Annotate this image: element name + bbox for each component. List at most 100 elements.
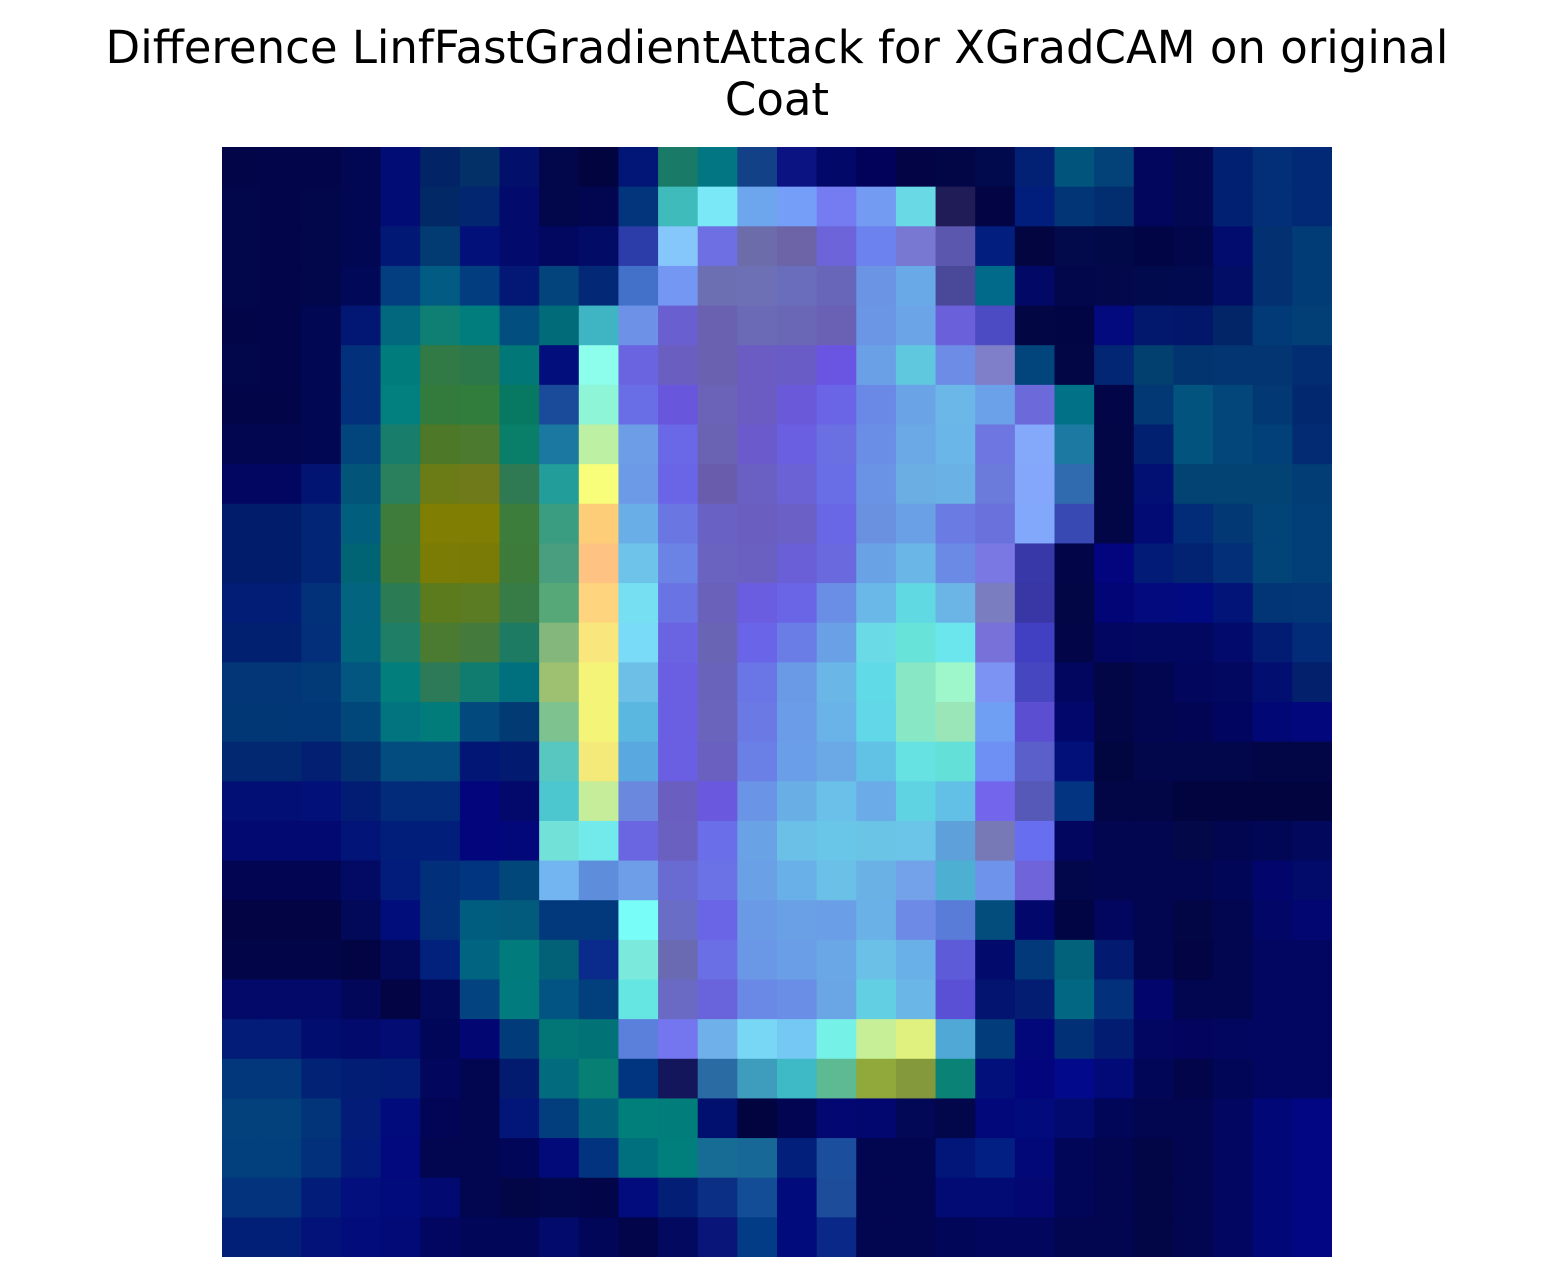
heatmap-cell-11-25 <box>1213 583 1254 624</box>
heatmap-cell-8-27 <box>1292 464 1332 505</box>
heatmap-cell-11-12 <box>697 583 738 624</box>
heatmap-cell-14-14 <box>777 702 818 743</box>
heatmap-cell-16-2 <box>301 781 342 822</box>
heatmap-cell-10-12 <box>697 543 738 584</box>
heatmap-cell-25-25 <box>1213 1138 1254 1179</box>
heatmap-cell-6-12 <box>697 384 738 426</box>
heatmap-cell-7-21 <box>1054 424 1095 465</box>
heatmap-cell-16-10 <box>618 781 659 822</box>
heatmap-cell-27-22 <box>1094 1217 1135 1257</box>
heatmap-cell-4-24 <box>1173 305 1214 346</box>
heatmap-cell-10-17 <box>895 543 937 584</box>
heatmap-cell-5-9 <box>578 345 620 386</box>
heatmap-cell-9-26 <box>1252 503 1293 545</box>
heatmap-cell-2-2 <box>301 226 342 267</box>
heatmap-cell-0-7 <box>499 147 540 188</box>
heatmap-cell-13-0 <box>222 662 263 703</box>
heatmap-cell-27-14 <box>777 1217 818 1257</box>
heatmap-cell-13-13 <box>737 662 778 703</box>
heatmap-cell-16-7 <box>499 781 540 822</box>
heatmap-cell-18-5 <box>420 860 461 901</box>
heatmap-cell-19-0 <box>222 900 263 941</box>
heatmap-cell-5-25 <box>1213 345 1254 386</box>
heatmap-cell-13-7 <box>499 662 540 703</box>
heatmap-cell-20-21 <box>1054 939 1095 981</box>
heatmap-cell-21-23 <box>1133 979 1175 1020</box>
heatmap-cell-18-12 <box>697 860 738 901</box>
heatmap-cell-26-1 <box>261 1177 302 1218</box>
heatmap-cell-14-18 <box>935 702 976 743</box>
heatmap-cell-9-3 <box>340 503 382 545</box>
heatmap-cell-0-6 <box>459 147 501 188</box>
heatmap-cell-27-25 <box>1213 1217 1254 1257</box>
heatmap-cell-20-26 <box>1252 939 1293 981</box>
heatmap-cell-11-20 <box>1014 583 1056 624</box>
heatmap-cell-9-21 <box>1054 503 1095 545</box>
heatmap-cell-2-18 <box>935 226 976 267</box>
heatmap-cell-16-9 <box>578 781 620 822</box>
heatmap-cell-16-23 <box>1133 781 1175 822</box>
heatmap-cell-17-13 <box>737 820 778 862</box>
heatmap-cell-5-18 <box>935 345 976 386</box>
heatmap-cell-16-11 <box>658 781 699 822</box>
heatmap-cell-21-9 <box>578 979 620 1020</box>
heatmap-cell-22-4 <box>380 1019 421 1060</box>
heatmap-cell-9-20 <box>1014 503 1056 545</box>
heatmap-cell-26-6 <box>459 1177 501 1218</box>
heatmap-cell-12-1 <box>261 622 302 663</box>
heatmap-cell-0-5 <box>420 147 461 188</box>
heatmap-cell-7-5 <box>420 424 461 465</box>
heatmap-cell-13-25 <box>1213 662 1254 703</box>
heatmap-cell-4-16 <box>856 305 897 346</box>
heatmap-cell-8-4 <box>380 464 421 505</box>
heatmap-cell-23-9 <box>578 1058 620 1100</box>
heatmap-cell-11-22 <box>1094 583 1135 624</box>
heatmap-cell-11-13 <box>737 583 778 624</box>
heatmap-cell-24-27 <box>1292 1098 1332 1139</box>
heatmap-cell-10-24 <box>1173 543 1214 584</box>
heatmap-cell-6-24 <box>1173 384 1214 426</box>
heatmap-cell-3-1 <box>261 265 302 307</box>
heatmap-cell-6-1 <box>261 384 302 426</box>
heatmap-cell-25-24 <box>1173 1138 1214 1179</box>
heatmap-cell-18-1 <box>261 860 302 901</box>
heatmap-cell-13-8 <box>539 662 580 703</box>
heatmap-cell-25-16 <box>856 1138 897 1179</box>
heatmap-cell-13-5 <box>420 662 461 703</box>
heatmap-cell-13-2 <box>301 662 342 703</box>
heatmap-cell-18-18 <box>935 860 976 901</box>
heatmap-cell-13-4 <box>380 662 421 703</box>
heatmap-cell-3-7 <box>499 265 540 307</box>
heatmap-cell-12-6 <box>459 622 501 663</box>
heatmap-cell-17-8 <box>539 820 580 862</box>
heatmap-cell-26-26 <box>1252 1177 1293 1218</box>
heatmap-cell-25-21 <box>1054 1138 1095 1179</box>
heatmap-cell-15-10 <box>618 741 659 782</box>
heatmap-cell-26-3 <box>340 1177 382 1218</box>
heatmap-cell-18-21 <box>1054 860 1095 901</box>
heatmap-cell-17-1 <box>261 820 302 862</box>
heatmap-cell-15-13 <box>737 741 778 782</box>
heatmap-cell-14-5 <box>420 702 461 743</box>
heatmap-cell-2-9 <box>578 226 620 267</box>
heatmap-cell-3-18 <box>935 265 976 307</box>
heatmap-cell-26-25 <box>1213 1177 1254 1218</box>
heatmap-cell-0-10 <box>618 147 659 188</box>
heatmap-cell-25-4 <box>380 1138 421 1179</box>
heatmap-cell-9-2 <box>301 503 342 545</box>
heatmap-cell-21-11 <box>658 979 699 1020</box>
heatmap-cell-2-5 <box>420 226 461 267</box>
heatmap-cell-1-27 <box>1292 186 1332 227</box>
heatmap-cell-0-24 <box>1173 147 1214 188</box>
heatmap-cell-7-27 <box>1292 424 1332 465</box>
heatmap-cell-2-12 <box>697 226 738 267</box>
heatmap-cell-3-23 <box>1133 265 1175 307</box>
heatmap-cell-21-22 <box>1094 979 1135 1020</box>
heatmap-cell-0-15 <box>816 147 857 188</box>
heatmap-cell-11-10 <box>618 583 659 624</box>
heatmap-cell-3-13 <box>737 265 778 307</box>
heatmap-cell-6-2 <box>301 384 342 426</box>
heatmap-cell-22-27 <box>1292 1019 1332 1060</box>
heatmap-cell-11-1 <box>261 583 302 624</box>
heatmap-cell-17-0 <box>222 820 263 862</box>
